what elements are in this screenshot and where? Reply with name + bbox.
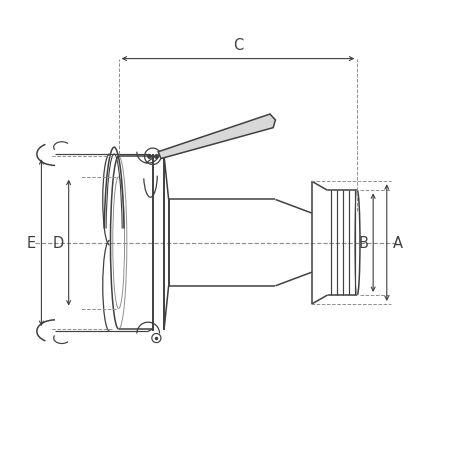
Polygon shape bbox=[158, 115, 275, 159]
Text: C: C bbox=[232, 39, 242, 53]
Text: E: E bbox=[27, 235, 36, 251]
Text: B: B bbox=[358, 235, 368, 251]
Text: D: D bbox=[53, 235, 64, 251]
Text: A: A bbox=[392, 235, 402, 251]
